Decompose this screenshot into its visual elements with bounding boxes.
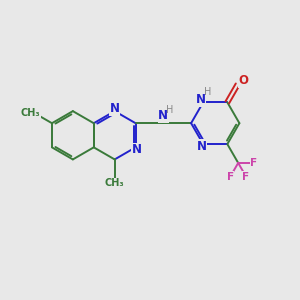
Text: N: N xyxy=(158,109,168,122)
Text: H: H xyxy=(204,87,211,97)
Text: F: F xyxy=(227,172,234,182)
Text: H: H xyxy=(166,105,173,115)
Text: O: O xyxy=(238,74,248,88)
Text: N: N xyxy=(132,143,142,156)
Text: F: F xyxy=(250,158,257,168)
Text: CH₃: CH₃ xyxy=(105,178,124,188)
Text: N: N xyxy=(197,140,207,153)
Text: F: F xyxy=(242,172,250,182)
Text: CH₃: CH₃ xyxy=(21,108,40,118)
Text: N: N xyxy=(110,102,120,115)
Text: N: N xyxy=(196,93,206,106)
